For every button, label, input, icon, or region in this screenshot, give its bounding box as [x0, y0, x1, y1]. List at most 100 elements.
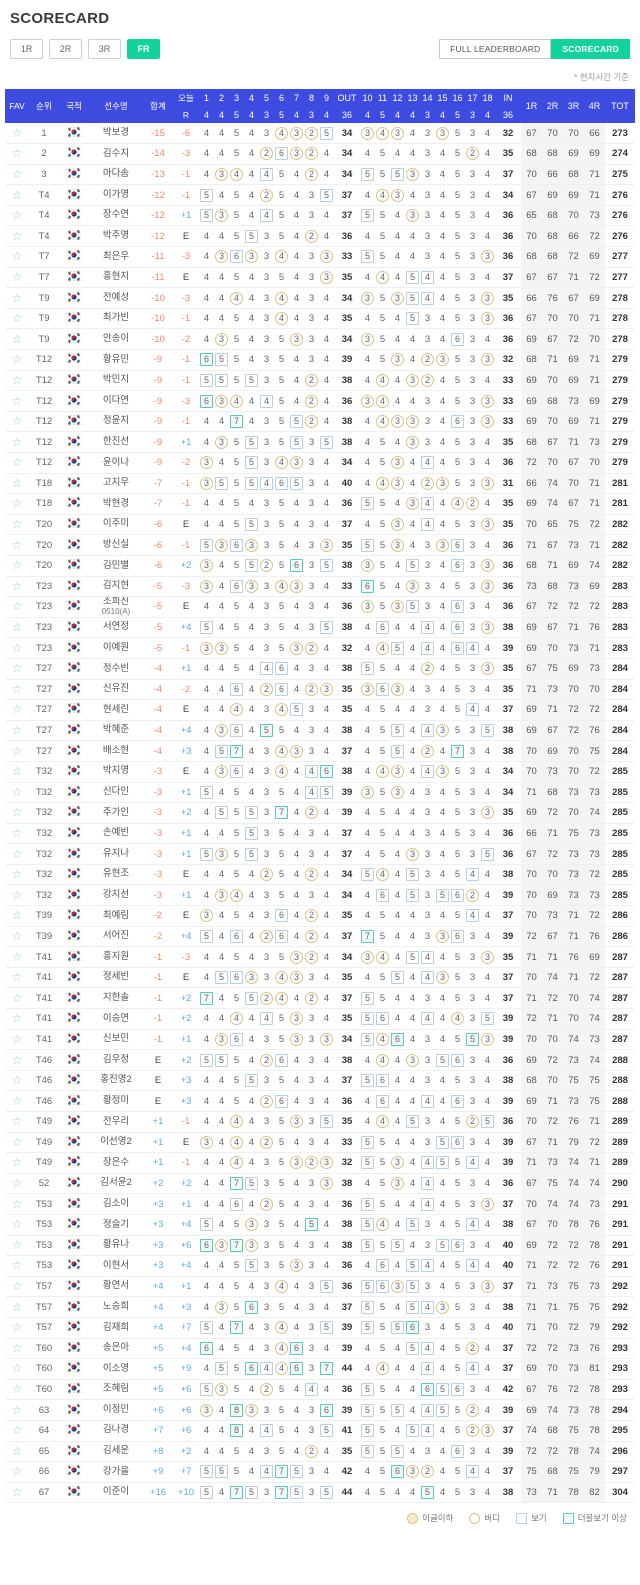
fav-star-icon[interactable]: ☆ [11, 990, 23, 1005]
score-marker: 3 [245, 1218, 258, 1232]
round-tab-2r[interactable]: 2R [49, 39, 82, 59]
fav-star-icon[interactable]: ☆ [11, 475, 23, 490]
round-tab-3r[interactable]: 3R [88, 39, 121, 59]
round-score-cell-3r: 71 [563, 905, 584, 927]
fav-star-icon[interactable]: ☆ [11, 249, 23, 264]
fav-star-icon[interactable]: ☆ [11, 743, 23, 758]
fav-star-icon[interactable]: ☆ [11, 1423, 23, 1438]
fav-star-icon[interactable]: ☆ [11, 702, 23, 717]
fav-star-icon[interactable]: ☆ [11, 434, 23, 449]
view-button-scorecard[interactable]: SCORECARD [551, 39, 630, 59]
today-score-cell: -3 [173, 576, 199, 598]
fav-cell: ☆ [5, 1029, 29, 1051]
hole-score-cell: 4 [229, 1152, 244, 1174]
hole-score-cell: 3 [480, 1029, 495, 1051]
fav-star-icon[interactable]: ☆ [11, 311, 23, 326]
fav-star-icon[interactable]: ☆ [11, 908, 23, 923]
fav-star-icon[interactable]: ☆ [11, 1217, 23, 1232]
fav-star-icon[interactable]: ☆ [11, 331, 23, 346]
round-score-cell-3r: 78 [563, 1214, 584, 1236]
round-score-cell-1r: 69 [521, 1399, 542, 1421]
hole-score-cell: 4 [244, 328, 259, 351]
round-score-cell-1r: 67 [521, 1379, 542, 1401]
hole-score-cell: 2 [465, 884, 480, 907]
fav-star-icon[interactable]: ☆ [11, 537, 23, 552]
fav-star-icon[interactable]: ☆ [11, 723, 23, 738]
fav-star-icon[interactable]: ☆ [11, 1299, 23, 1314]
rank-cell: T23 [29, 617, 59, 639]
fav-star-icon[interactable]: ☆ [11, 290, 23, 305]
fav-star-icon[interactable]: ☆ [11, 764, 23, 779]
hole-score-cell: 4 [435, 493, 450, 515]
fav-star-icon[interactable]: ☆ [11, 414, 23, 429]
fav-star-icon[interactable]: ☆ [11, 1320, 23, 1335]
fav-star-icon[interactable]: ☆ [11, 496, 23, 511]
fav-star-icon[interactable]: ☆ [11, 1134, 23, 1149]
fav-star-icon[interactable]: ☆ [11, 1464, 23, 1479]
fav-star-icon[interactable]: ☆ [11, 1196, 23, 1211]
hole-score-cell: 4 [390, 1132, 405, 1154]
fav-star-icon[interactable]: ☆ [11, 187, 23, 202]
fav-star-icon[interactable]: ☆ [11, 372, 23, 387]
hole-score-cell: 4 [420, 1420, 435, 1442]
fav-star-icon[interactable]: ☆ [11, 1361, 23, 1376]
rank-cell: T12 [29, 411, 59, 433]
fav-star-icon[interactable]: ☆ [11, 928, 23, 943]
fav-star-icon[interactable]: ☆ [11, 887, 23, 902]
fav-star-icon[interactable]: ☆ [11, 620, 23, 635]
fav-star-icon[interactable]: ☆ [11, 1031, 23, 1046]
fav-star-icon[interactable]: ☆ [11, 1382, 23, 1397]
round-score-cell-2r: 68 [542, 143, 563, 165]
fav-star-icon[interactable]: ☆ [11, 146, 23, 161]
fav-star-icon[interactable]: ☆ [11, 867, 23, 882]
round-tab-1r[interactable]: 1R [10, 39, 43, 59]
fav-star-icon[interactable]: ☆ [11, 949, 23, 964]
fav-star-icon[interactable]: ☆ [11, 1237, 23, 1252]
fav-star-icon[interactable]: ☆ [11, 393, 23, 408]
fav-star-icon[interactable]: ☆ [11, 517, 23, 532]
fav-star-icon[interactable]: ☆ [11, 1155, 23, 1170]
fav-star-icon[interactable]: ☆ [11, 825, 23, 840]
fav-star-icon[interactable]: ☆ [11, 1011, 23, 1026]
fav-star-icon[interactable]: ☆ [11, 269, 23, 284]
fav-star-icon[interactable]: ☆ [11, 166, 23, 181]
fav-star-icon[interactable]: ☆ [11, 1484, 23, 1499]
fav-star-icon[interactable]: ☆ [11, 805, 23, 820]
fav-star-icon[interactable]: ☆ [11, 1176, 23, 1191]
fav-star-icon[interactable]: ☆ [11, 1114, 23, 1129]
fav-star-icon[interactable]: ☆ [11, 352, 23, 367]
fav-star-icon[interactable]: ☆ [11, 578, 23, 593]
fav-star-icon[interactable]: ☆ [11, 455, 23, 470]
fav-star-icon[interactable]: ☆ [11, 599, 23, 614]
fav-star-icon[interactable]: ☆ [11, 558, 23, 573]
fav-star-icon[interactable]: ☆ [11, 640, 23, 655]
hole-score-cell: 7 [229, 411, 244, 433]
fav-star-icon[interactable]: ☆ [11, 681, 23, 696]
fav-star-icon[interactable]: ☆ [11, 784, 23, 799]
view-button-full-leaderboard[interactable]: FULL LEADERBOARD [439, 39, 552, 59]
fav-star-icon[interactable]: ☆ [11, 1443, 23, 1458]
round-tab-fr[interactable]: FR [127, 39, 160, 59]
fav-star-icon[interactable]: ☆ [11, 228, 23, 243]
nation-cell [59, 1441, 89, 1463]
fav-star-icon[interactable]: ☆ [11, 1093, 23, 1108]
fav-star-icon[interactable]: ☆ [11, 1340, 23, 1355]
header-in-par: 36 [495, 106, 521, 123]
hole-score-cell: 3 [480, 946, 495, 968]
table-row: ☆ 2 김수지 -14 -3 4 4 5 4 2 6 3 2 4 34 4 5 4 4 3 4 5 2 4 35 68 68 69 69… [5, 143, 635, 165]
fav-star-icon[interactable]: ☆ [11, 661, 23, 676]
fav-star-icon[interactable]: ☆ [11, 208, 23, 223]
score-marker: 6 [230, 971, 243, 985]
fav-star-icon[interactable]: ☆ [11, 1052, 23, 1067]
fav-star-icon[interactable]: ☆ [11, 1402, 23, 1417]
hole-score-cell: 4 [405, 473, 420, 495]
fav-star-icon[interactable]: ☆ [11, 1258, 23, 1273]
fav-star-icon[interactable]: ☆ [11, 1279, 23, 1294]
fav-cell: ☆ [5, 1399, 29, 1421]
fav-star-icon[interactable]: ☆ [11, 846, 23, 861]
fav-star-icon[interactable]: ☆ [11, 125, 23, 140]
hole-score-cell: 3 [465, 843, 480, 865]
hole-score-cell: 5 [375, 328, 390, 351]
fav-star-icon[interactable]: ☆ [11, 970, 23, 985]
fav-star-icon[interactable]: ☆ [11, 1073, 23, 1088]
